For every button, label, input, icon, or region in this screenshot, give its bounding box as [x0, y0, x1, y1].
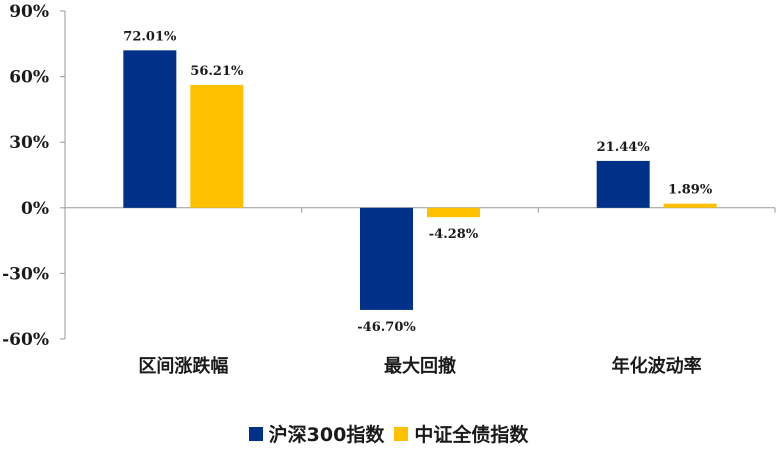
bar-1-1: [427, 207, 480, 218]
bar-0-2: [596, 160, 650, 208]
y-tick-label: 90%: [9, 2, 49, 22]
bar-0-1: [360, 207, 413, 310]
bar-1-0: [190, 84, 244, 208]
x-tick-label: 年化波动率: [612, 355, 702, 377]
legend-item-csi300: 沪深300指数: [248, 420, 385, 447]
legend: 沪深300指数 中证全债指数: [0, 420, 777, 447]
axes: 90% 60% 30% 0% -30% -60% 区间涨跌幅 最大回撤 年化波动率: [2, 2, 776, 377]
data-label: 56.21%: [190, 64, 244, 79]
bars: [123, 50, 717, 310]
x-tick-label: 最大回撤: [384, 355, 456, 377]
legend-swatch-csi-bond: [394, 426, 409, 441]
x-tick-label: 区间涨跌幅: [138, 355, 228, 377]
y-tick-label: 0%: [21, 199, 49, 219]
data-label: 72.01%: [123, 29, 177, 44]
data-label: 21.44%: [597, 140, 651, 155]
bar-0-0: [123, 50, 177, 208]
y-tick-label: -60%: [2, 330, 49, 350]
legend-item-csi-bond: 中证全债指数: [394, 420, 528, 447]
y-tick-label: -30%: [2, 264, 49, 284]
y-tick-label: 60%: [9, 68, 49, 88]
data-label: -4.28%: [429, 227, 479, 242]
bar-1-2: [663, 203, 717, 208]
legend-label-csi-bond: 中证全债指数: [414, 424, 529, 446]
y-tick-label: 30%: [9, 133, 49, 153]
data-label: -46.70%: [357, 320, 416, 335]
legend-swatch-csi300: [248, 426, 263, 441]
legend-label-csi300: 沪深300指数: [268, 424, 385, 446]
data-labels: 72.01% 56.21% -46.70% -4.28% 21.44% 1.89%: [123, 29, 713, 335]
data-label: 1.89%: [668, 183, 713, 198]
